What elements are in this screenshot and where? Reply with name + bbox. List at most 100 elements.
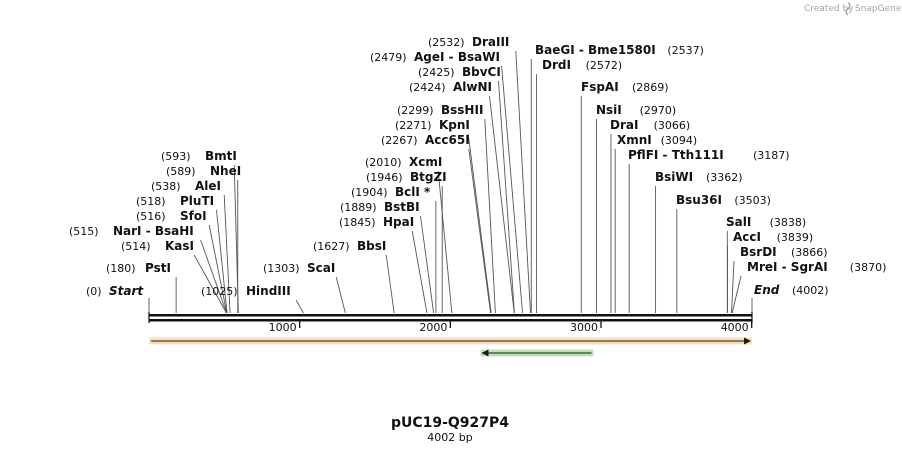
site-position: (1303) <box>263 262 300 275</box>
site-line-pluti <box>216 209 228 314</box>
site-enzyme-name: SalI <box>726 215 751 229</box>
site-position: (593) <box>161 150 191 163</box>
site-acc65i[interactable]: (2267) Acc65I <box>381 133 470 147</box>
site-xmni[interactable]: (3094) XmnI <box>617 133 697 147</box>
site-enzyme-name: BstBI <box>384 200 420 214</box>
site-end[interactable]: (4002) End <box>754 283 829 297</box>
site-enzyme-name: Start <box>109 284 144 298</box>
site-position: (2572) <box>586 59 623 72</box>
site-alei[interactable]: (538) AleI <box>151 179 221 193</box>
site-position: (589) <box>166 165 196 178</box>
site-line-bbvci <box>498 80 515 314</box>
site-pflfi-tth111i[interactable]: (3187) PflFI - Tth111I <box>628 148 790 162</box>
site-bstbi[interactable]: (1889) BstBI <box>340 200 420 214</box>
site-psti[interactable]: (180) PstI <box>106 261 171 275</box>
site-nsii[interactable]: (2970) NsiI <box>596 103 676 117</box>
site-position: (3187) <box>753 149 790 162</box>
site-bbvci[interactable]: (2425) BbvCI <box>418 65 501 79</box>
site-enzyme-name: BbsI <box>357 239 386 253</box>
site-position: (2970) <box>640 104 677 117</box>
site-line-bsrdi <box>731 260 735 314</box>
site-start[interactable]: (0) Start <box>86 284 144 298</box>
site-enzyme-name: BbvCI <box>462 65 501 79</box>
site-enzyme-name: PflFI - Tth111I <box>628 148 724 162</box>
site-baegi-bme1580i[interactable]: (2537) BaeGI - Bme1580I <box>535 43 704 57</box>
site-line-kpni <box>467 133 492 314</box>
site-bsu36i[interactable]: (3503) Bsu36I <box>676 193 771 207</box>
site-enzyme-name: KpnI <box>439 118 470 132</box>
site-hindiii[interactable]: (1025) HindIII <box>201 284 291 298</box>
plasmid-length: 4002 bp <box>427 431 472 444</box>
site-position: (1627) <box>313 240 350 253</box>
site-xcmi[interactable]: (2010) XcmI <box>365 155 442 169</box>
site-enzyme-name: DraIII <box>472 35 509 49</box>
site-bsrdi[interactable]: (3866) BsrDI <box>740 245 828 259</box>
site-drai[interactable]: (3066) DraI <box>610 118 690 132</box>
site-enzyme-name: PstI <box>145 261 171 275</box>
site-kasi[interactable]: (514) KasI <box>121 239 194 253</box>
orange-feature[interactable] <box>149 337 752 345</box>
site-fspai[interactable]: (2869) FspAI <box>581 80 669 94</box>
site-line-agei-bsawi <box>501 65 523 314</box>
site-position: (3503) <box>734 194 771 207</box>
site-line-hpai <box>411 230 428 314</box>
site-draiii[interactable]: (2532) DraIII <box>428 35 509 49</box>
site-position: (2424) <box>409 81 446 94</box>
site-bmti[interactable]: (593) BmtI <box>161 149 237 163</box>
site-line-alei <box>223 194 231 314</box>
site-position: (2299) <box>397 104 434 117</box>
site-bsshii[interactable]: (2299) BssHII <box>397 103 483 117</box>
site-position: (3066) <box>654 119 691 132</box>
plasmid-name: pUC19-Q927P4 <box>391 415 509 431</box>
site-position: (2537) <box>667 44 704 57</box>
snapgene-icon <box>845 2 851 16</box>
site-enzyme-name: PluTI <box>180 194 214 208</box>
site-position: (3838) <box>770 216 807 229</box>
site-enzyme-name: KasI <box>165 239 194 253</box>
site-position: (0) <box>86 285 102 298</box>
site-position: (518) <box>136 195 166 208</box>
site-enzyme-name: Acc65I <box>425 133 470 147</box>
site-line-nari-bsahi <box>200 239 228 314</box>
site-enzyme-name: SfoI <box>180 209 207 223</box>
site-position: (2010) <box>365 156 402 169</box>
site-position: (1904) <box>351 186 388 199</box>
site-enzyme-name: BtgZI <box>410 170 447 184</box>
site-line-bsshii <box>484 118 496 314</box>
site-bsiwi[interactable]: (3362) BsiWI <box>655 170 743 184</box>
site-hpai[interactable]: (1845) HpaI <box>339 215 414 229</box>
site-line-alwni <box>489 95 515 314</box>
site-btgzi[interactable]: (1946) BtgZI <box>366 170 447 184</box>
site-enzyme-name: AccI <box>733 230 761 244</box>
site-enzyme-name: BssHII <box>441 103 483 117</box>
site-position: (514) <box>121 240 151 253</box>
site-acci[interactable]: (3839) AccI <box>733 230 813 244</box>
site-line-bmti <box>233 164 239 314</box>
site-position: (2532) <box>428 36 465 49</box>
site-kpni[interactable]: (2271) KpnI <box>395 118 470 132</box>
site-mrei-sgrai[interactable]: (3870) MreI - SgrAI <box>747 260 886 274</box>
site-alwni[interactable]: (2424) AlwNI <box>409 80 492 94</box>
axis-tick-label: 4000 <box>721 321 749 334</box>
site-sali[interactable]: (3838) SalI <box>726 215 806 229</box>
site-drdi[interactable]: (2572) DrdI <box>542 58 622 72</box>
site-enzyme-name: HindIII <box>246 284 291 298</box>
site-sfoi[interactable]: (516) SfoI <box>136 209 207 223</box>
site-enzyme-name: DrdI <box>542 58 571 72</box>
site-pluti[interactable]: (518) PluTI <box>136 194 214 208</box>
site-nhei[interactable]: (589) NheI <box>166 164 241 178</box>
site-enzyme-name: XmnI <box>617 133 652 147</box>
site-bcli[interactable]: (1904) BclI * <box>351 185 431 199</box>
site-position: (3866) <box>791 246 828 259</box>
site-agei-bsawi[interactable]: (2479) AgeI - BsaWI <box>370 50 500 64</box>
site-scai[interactable]: (1303) ScaI <box>263 261 335 275</box>
site-position: (3094) <box>661 134 698 147</box>
site-line-kasi <box>193 254 227 314</box>
green-feature[interactable] <box>480 349 594 357</box>
site-bbsi[interactable]: (1627) BbsI <box>313 239 386 253</box>
site-position: (2425) <box>418 66 455 79</box>
site-enzyme-name: BclI * <box>395 185 431 199</box>
site-position: (1025) <box>201 285 238 298</box>
site-nari-bsahi[interactable]: (515) NarI - BsaHI <box>69 224 194 238</box>
